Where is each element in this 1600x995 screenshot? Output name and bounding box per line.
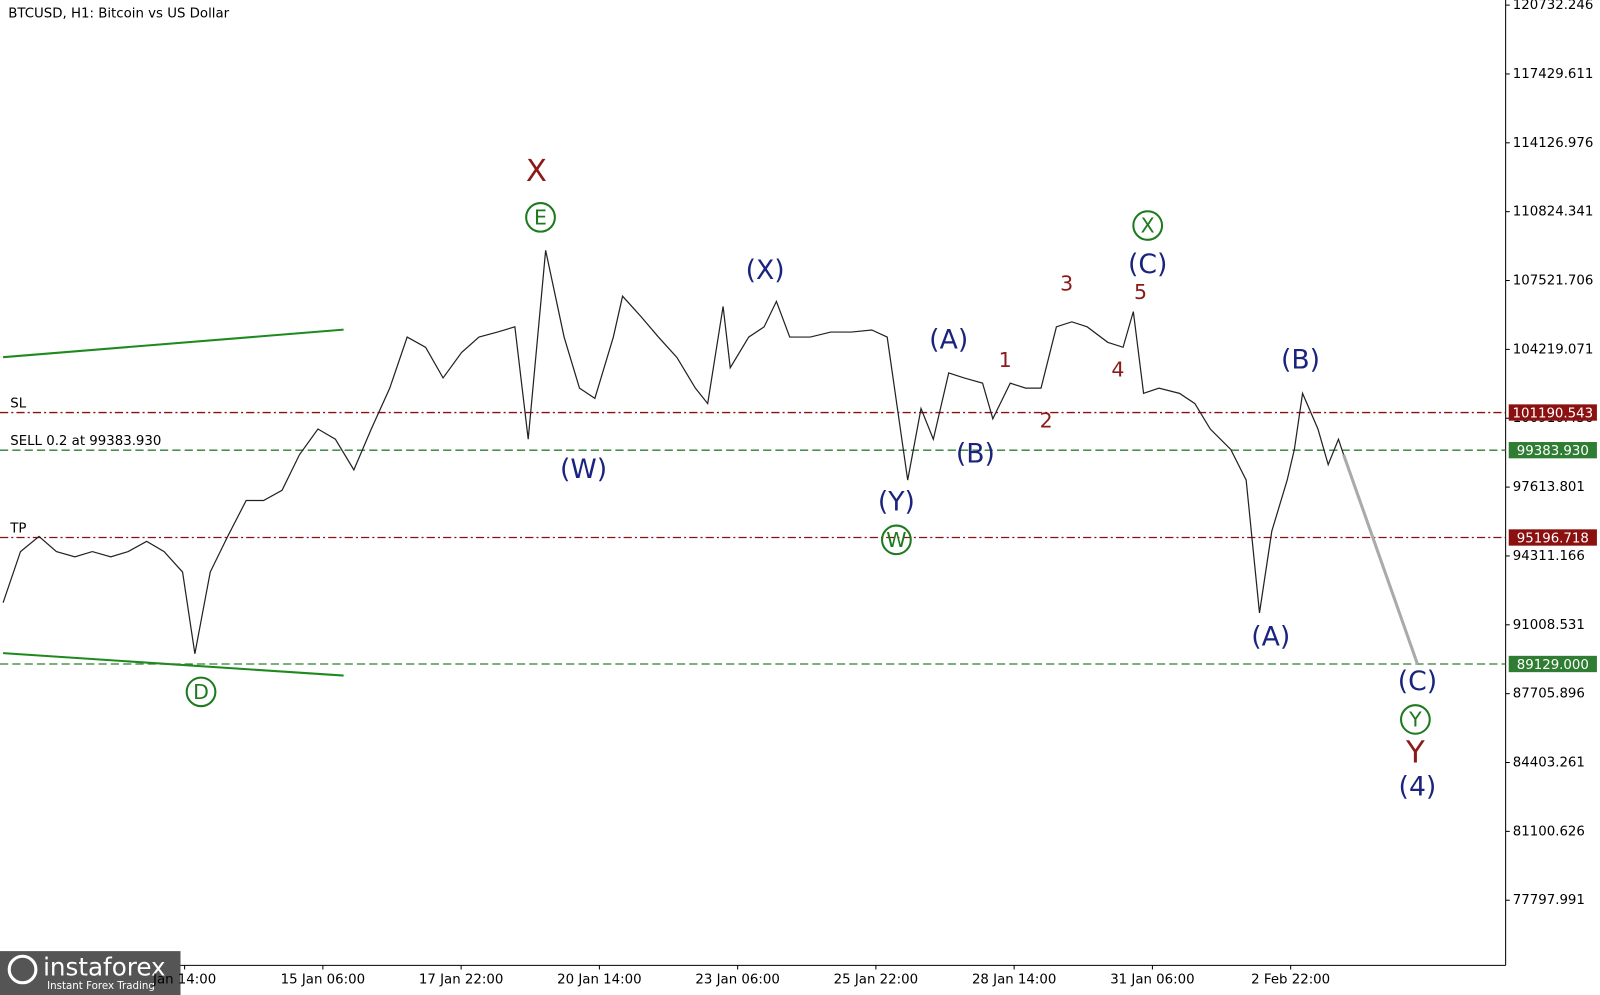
x-tick-label: 23 Jan 06:00 <box>695 973 779 988</box>
wave-label: 3 <box>1060 272 1073 296</box>
watermark-tagline: Instant Forex Trading <box>47 981 155 992</box>
wave-text: (4) <box>1399 771 1437 802</box>
y-tick-label: 97613.801 <box>1513 480 1585 495</box>
wave-text: 5 <box>1134 280 1147 304</box>
wave-text: Y <box>1405 736 1425 771</box>
watermark: instaforex Instant Forex Trading <box>0 951 181 995</box>
y-tick-label: 107521.706 <box>1513 274 1594 289</box>
wave-label: (A) <box>1251 621 1290 652</box>
level-tag-label: 95196.718 <box>1517 532 1589 547</box>
level-tag-label: 99383.930 <box>1517 444 1589 459</box>
y-tick-label: 84403.261 <box>1513 756 1585 771</box>
y-tick-label: 117429.611 <box>1513 67 1594 82</box>
wave-circle <box>185 676 217 708</box>
wave-label: (A) <box>929 324 968 355</box>
level-note: TP <box>9 521 26 536</box>
level-tag-label: 89129.000 <box>1517 658 1589 673</box>
level-tag <box>1508 442 1597 459</box>
wave-text: Y <box>1408 708 1422 732</box>
wave-label: 5 <box>1134 280 1147 304</box>
wave-label: (C) <box>1398 666 1437 697</box>
wave-label: 4 <box>1111 357 1124 381</box>
level-note: SL <box>10 396 26 411</box>
x-tick-label: 17 Jan 22:00 <box>419 973 503 988</box>
y-tick-label: 87705.896 <box>1513 687 1585 702</box>
wave-text: (C) <box>1398 666 1437 697</box>
wave-text: (C) <box>1128 249 1167 280</box>
wave-text: W <box>886 528 906 552</box>
channel-line <box>2 328 344 359</box>
level-tag <box>1508 655 1597 673</box>
wave-text: X <box>1141 214 1155 238</box>
wave-label: W <box>881 524 912 556</box>
wave-label: Y <box>1399 704 1431 735</box>
wave-text: (X) <box>746 255 785 286</box>
wave-label: (B) <box>956 439 995 470</box>
wave-circle <box>881 524 912 556</box>
y-tick-label: 77797.991 <box>1513 893 1585 908</box>
y-tick-label: 114126.976 <box>1513 136 1594 151</box>
y-tick-label: 104219.071 <box>1513 342 1594 357</box>
level-tag-label: 101190.543 <box>1513 407 1594 422</box>
chart-title: BTCUSD, H1: Bitcoin vs US Dollar <box>8 6 229 21</box>
watermark-brand: instaforex <box>43 953 166 982</box>
wave-label: 2 <box>1040 409 1053 433</box>
wave-text: (W) <box>560 454 607 485</box>
wave-text: (B) <box>1281 345 1320 376</box>
y-tick-label: 91008.531 <box>1513 618 1585 633</box>
wave-label: (W) <box>560 454 607 485</box>
wave-circle <box>1399 704 1431 735</box>
price-line <box>2 250 1345 654</box>
wave-label: (C) <box>1128 249 1167 280</box>
x-tick-label: Jan 14:00 <box>152 973 216 988</box>
wave-label: D <box>185 676 217 708</box>
wave-text: 2 <box>1040 409 1053 433</box>
wave-label: Y <box>1405 736 1425 771</box>
wave-text: 3 <box>1060 272 1073 296</box>
y-tick-label: 120732.246 <box>1513 0 1594 13</box>
x-tick-label: 2 Feb 22:00 <box>1251 973 1330 988</box>
wave-circle <box>525 202 556 233</box>
wave-text: 4 <box>1111 357 1124 381</box>
wave-label: X <box>526 154 547 189</box>
y-tick-label: 81100.626 <box>1513 824 1585 839</box>
wave-label: (4) <box>1399 771 1437 802</box>
level-note: SELL 0.2 at 99383.930 <box>10 434 161 449</box>
wave-text: (B) <box>956 439 995 470</box>
x-tick-label: 15 Jan 06:00 <box>281 973 365 988</box>
y-tick-label: 94311.166 <box>1513 549 1585 564</box>
wave-label: E <box>525 202 556 233</box>
wave-text: (A) <box>1251 621 1290 652</box>
y-tick-label: 110824.341 <box>1513 205 1594 220</box>
projection-line <box>1342 454 1419 665</box>
level-tag <box>1508 529 1597 546</box>
wave-label: (Y) <box>878 487 915 518</box>
wave-text: E <box>534 205 547 229</box>
x-tick-label: 28 Jan 14:00 <box>972 973 1056 988</box>
wave-text: (A) <box>929 324 968 355</box>
x-tick-label: 31 Jan 06:00 <box>1110 973 1194 988</box>
wave-text: (Y) <box>878 487 915 518</box>
level-tag <box>1508 404 1597 421</box>
wave-label: 1 <box>999 348 1012 372</box>
x-tick-label: 25 Jan 22:00 <box>834 973 918 988</box>
x-tick-label: 20 Jan 14:00 <box>557 973 641 988</box>
wave-text: D <box>193 680 209 704</box>
wave-label: (X) <box>746 255 785 286</box>
wave-text: 1 <box>999 348 1012 372</box>
wave-label: X <box>1132 210 1164 241</box>
wave-label: (B) <box>1281 345 1320 376</box>
watermark-icon <box>7 954 38 985</box>
wave-circle <box>1132 210 1164 241</box>
wave-text: X <box>526 154 547 189</box>
